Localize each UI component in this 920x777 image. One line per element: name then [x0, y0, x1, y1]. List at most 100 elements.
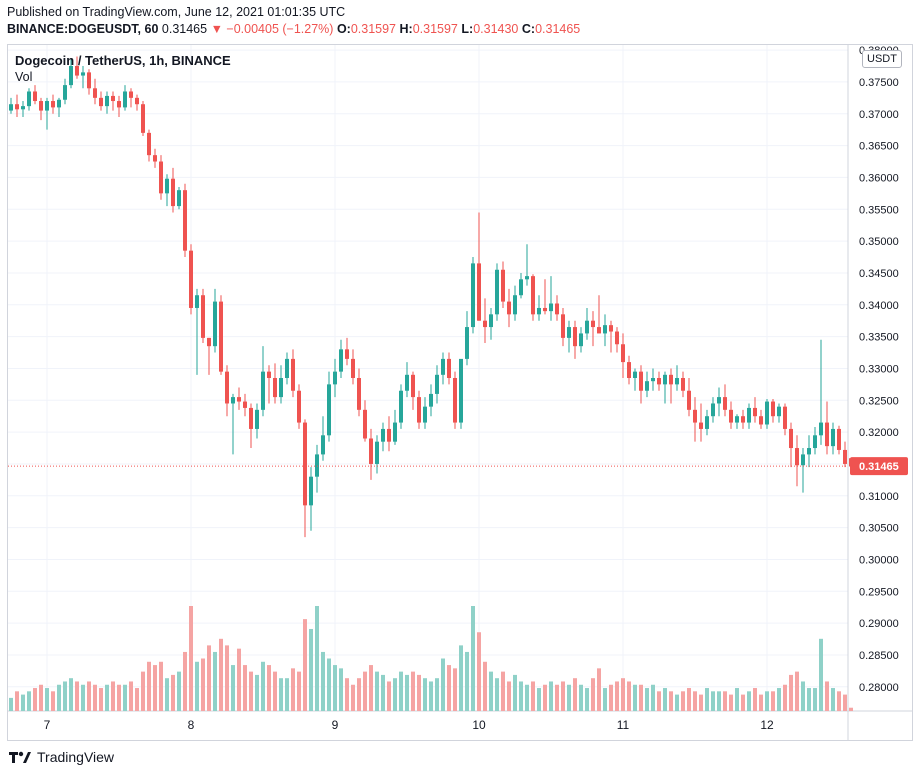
volume-bar — [669, 691, 673, 711]
volume-bar — [459, 645, 463, 711]
volume-bar — [27, 691, 31, 711]
volume-bar — [699, 694, 703, 711]
candle-body — [33, 91, 37, 102]
candle-body — [303, 422, 307, 506]
volume-bar — [147, 661, 151, 711]
candle-body — [507, 301, 511, 315]
volume-bar — [93, 684, 97, 711]
volume-bar — [117, 684, 121, 711]
candle-body — [213, 301, 217, 347]
volume-bar — [405, 674, 409, 711]
volume-bar — [423, 678, 427, 711]
candle-body — [9, 104, 13, 111]
volume-bar — [729, 694, 733, 711]
volume-bar — [561, 681, 565, 711]
volume-bar — [63, 681, 67, 711]
candle-body — [549, 303, 553, 312]
x-tick-label: 11 — [617, 718, 630, 732]
volume-bar — [123, 684, 127, 711]
volume-bar — [675, 694, 679, 711]
candle-body — [27, 91, 31, 107]
candle-body — [567, 327, 571, 338]
volume-bar — [213, 651, 217, 711]
y-tick-label: 0.33500 — [859, 332, 899, 344]
y-tick-label: 0.36000 — [859, 172, 899, 184]
volume-bar — [843, 694, 847, 711]
tradingview-icon — [9, 751, 31, 763]
candle-body — [321, 435, 325, 455]
y-tick-label: 0.28000 — [859, 682, 899, 694]
volume-bar — [837, 691, 841, 711]
y-tick-label: 0.31000 — [859, 491, 899, 503]
volume-bar — [15, 691, 19, 711]
candle-body — [705, 416, 709, 429]
candle-body — [57, 99, 61, 108]
candle-body — [561, 314, 565, 338]
volume-bar — [381, 674, 385, 711]
y-tick-label: 0.35000 — [859, 236, 899, 248]
tradingview-logo[interactable]: TradingView — [8, 749, 114, 765]
last-price-value: 0.31465 — [161, 22, 208, 36]
candle-body — [471, 263, 475, 328]
candle-body — [345, 349, 349, 359]
volume-bar — [51, 691, 55, 711]
candle-body — [45, 101, 49, 111]
volume-bar — [441, 658, 445, 711]
volume-bar — [291, 668, 295, 711]
price-change: ▼ −0.00405 (−1.27%) — [210, 22, 334, 36]
volume-bar — [573, 678, 577, 711]
volume-bar — [45, 688, 49, 711]
candle-body — [177, 190, 181, 207]
candle-body — [489, 314, 493, 328]
volume-bar — [333, 665, 337, 711]
candle-body — [195, 295, 199, 308]
volume-bar — [339, 668, 343, 711]
ohlc-header: BINANCE:DOGEUSDT, 60 0.31465 ▼ −0.00405 … — [7, 22, 580, 36]
y-tick-label: 0.36500 — [859, 141, 899, 153]
candle-body — [333, 371, 337, 385]
candle-body — [51, 101, 55, 108]
candle-body — [141, 104, 145, 133]
y-tick-label: 0.29500 — [859, 586, 899, 598]
candle-body — [363, 409, 367, 439]
volume-bar — [447, 665, 451, 711]
volume-bar — [537, 688, 541, 711]
volume-bar — [279, 678, 283, 711]
low-label: L: — [461, 22, 474, 36]
candle-body — [339, 349, 343, 372]
chart-frame[interactable] — [7, 44, 913, 741]
candle-body — [243, 401, 247, 408]
volume-bar — [531, 681, 535, 711]
volume-bar — [69, 678, 73, 711]
volume-bar — [183, 651, 187, 711]
candle-body — [537, 307, 541, 315]
volume-bar — [807, 688, 811, 711]
volume-bar — [297, 671, 301, 711]
currency-label[interactable]: USDT — [862, 50, 902, 68]
volume-bar — [687, 688, 691, 711]
candle-body — [189, 250, 193, 308]
candle-body — [477, 263, 481, 321]
volume-bar — [321, 651, 325, 711]
candle-body — [753, 407, 757, 417]
volume-bar — [549, 681, 553, 711]
volume-bar — [219, 638, 223, 711]
published-note: Published on TradingView.com, June 12, 2… — [7, 5, 346, 19]
candle-body — [207, 337, 211, 347]
candle-body — [39, 101, 43, 111]
volume-bar — [483, 661, 487, 711]
y-tick-label: 0.30000 — [859, 554, 899, 566]
volume-bar — [747, 691, 751, 711]
candle-body — [555, 303, 559, 315]
candle-body — [255, 409, 259, 429]
volume-bar — [129, 681, 133, 711]
y-tick-label: 0.34000 — [859, 300, 899, 312]
volume-bar — [399, 671, 403, 711]
volume-bar — [657, 691, 661, 711]
volume-bar — [57, 684, 61, 711]
y-tick-label: 0.32000 — [859, 427, 899, 439]
candle-body — [837, 428, 841, 450]
volume-bar — [777, 688, 781, 711]
candle-body — [597, 327, 601, 334]
